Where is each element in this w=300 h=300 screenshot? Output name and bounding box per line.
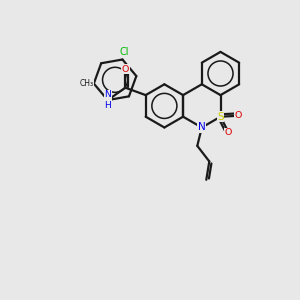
Text: S: S xyxy=(217,112,224,122)
Text: N: N xyxy=(198,122,206,133)
Text: O: O xyxy=(122,64,129,74)
Text: O: O xyxy=(225,128,232,137)
Text: CH₃: CH₃ xyxy=(80,79,94,88)
Text: Cl: Cl xyxy=(119,46,129,57)
Text: O: O xyxy=(235,111,242,120)
Text: N
H: N H xyxy=(104,90,111,110)
